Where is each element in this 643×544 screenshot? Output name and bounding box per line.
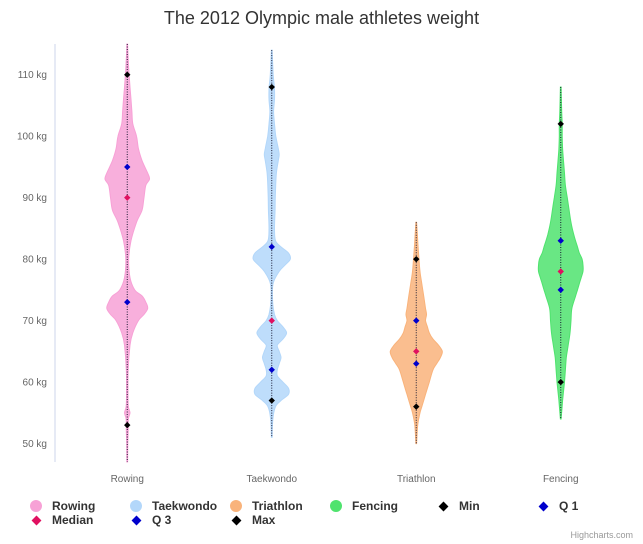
legend-item[interactable]: Rowing xyxy=(30,498,95,514)
legend-diamond-icon xyxy=(438,501,449,511)
legend-circle-icon xyxy=(230,500,242,512)
y-tick-label: 110 kg xyxy=(18,70,47,81)
legend-diamond-icon xyxy=(31,515,42,525)
legend-diamond-icon xyxy=(231,515,242,525)
legend-label: Median xyxy=(52,513,94,527)
y-tick-label: 50 kg xyxy=(23,439,47,450)
x-category-label: Rowing xyxy=(111,474,144,485)
chart-title: The 2012 Olympic male athletes weight xyxy=(163,8,480,28)
marker-median[interactable] xyxy=(557,268,564,275)
marker-q3[interactable] xyxy=(124,163,131,171)
x-category-label: Taekwondo xyxy=(246,474,297,485)
legend-item[interactable]: Taekwondo xyxy=(130,498,217,514)
y-tick-label: 60 kg xyxy=(23,378,47,389)
marker-q3[interactable] xyxy=(413,317,420,324)
y-tick-label: 70 kg xyxy=(23,316,47,327)
legend-label: Taekwondo xyxy=(152,499,218,513)
marker-q1[interactable] xyxy=(124,298,131,306)
marker-max[interactable] xyxy=(413,255,420,263)
y-tick-label: 100 kg xyxy=(17,132,47,143)
marker-median[interactable] xyxy=(124,194,131,201)
marker-q3[interactable] xyxy=(557,237,564,244)
marker-median[interactable] xyxy=(413,348,420,355)
legend-label: Rowing xyxy=(52,499,96,513)
legend-item[interactable]: Q 3 xyxy=(130,512,171,528)
legend-label: Fencing xyxy=(352,499,399,513)
marker-min[interactable] xyxy=(124,421,131,429)
marker-q3[interactable] xyxy=(268,243,275,251)
marker-min[interactable] xyxy=(557,378,564,386)
marker-q1[interactable] xyxy=(268,366,275,373)
legend-label: Triathlon xyxy=(252,499,303,513)
y-tick-label: 90 kg xyxy=(23,193,47,204)
marker-median[interactable] xyxy=(268,317,275,324)
marker-max[interactable] xyxy=(268,83,275,91)
legend-item[interactable]: Min xyxy=(437,498,480,514)
legend-item[interactable]: Max xyxy=(230,512,275,528)
marker-max[interactable] xyxy=(557,120,564,128)
legend-label: Min xyxy=(459,499,480,513)
legend-item[interactable]: Median xyxy=(30,512,93,528)
marker-min[interactable] xyxy=(413,403,420,410)
x-category-label: Fencing xyxy=(543,474,579,485)
legend-label: Q 1 xyxy=(559,499,579,513)
legend-circle-icon xyxy=(30,500,42,512)
legend-circle-icon xyxy=(130,500,142,512)
marker-min[interactable] xyxy=(268,397,275,404)
legend-label: Q 3 xyxy=(152,513,172,527)
legend-label: Max xyxy=(252,513,276,527)
legend-diamond-icon xyxy=(131,515,142,525)
credits-link[interactable]: Highcharts.com xyxy=(570,530,633,540)
marker-q1[interactable] xyxy=(557,286,564,294)
legend-item[interactable]: Q 1 xyxy=(537,498,578,514)
legend-item[interactable]: Fencing xyxy=(330,498,398,514)
y-tick-label: 80 kg xyxy=(23,255,47,266)
legend-circle-icon xyxy=(330,500,342,512)
legend-item[interactable]: Triathlon xyxy=(230,498,303,514)
x-category-label: Triathlon xyxy=(397,474,436,485)
marker-q1[interactable] xyxy=(413,360,420,367)
legend: Rowing Taekwondo Triathlon Fencing Min Q 1 Med… xyxy=(30,498,630,532)
legend-diamond-icon xyxy=(538,501,549,511)
marker-max[interactable] xyxy=(124,71,131,78)
